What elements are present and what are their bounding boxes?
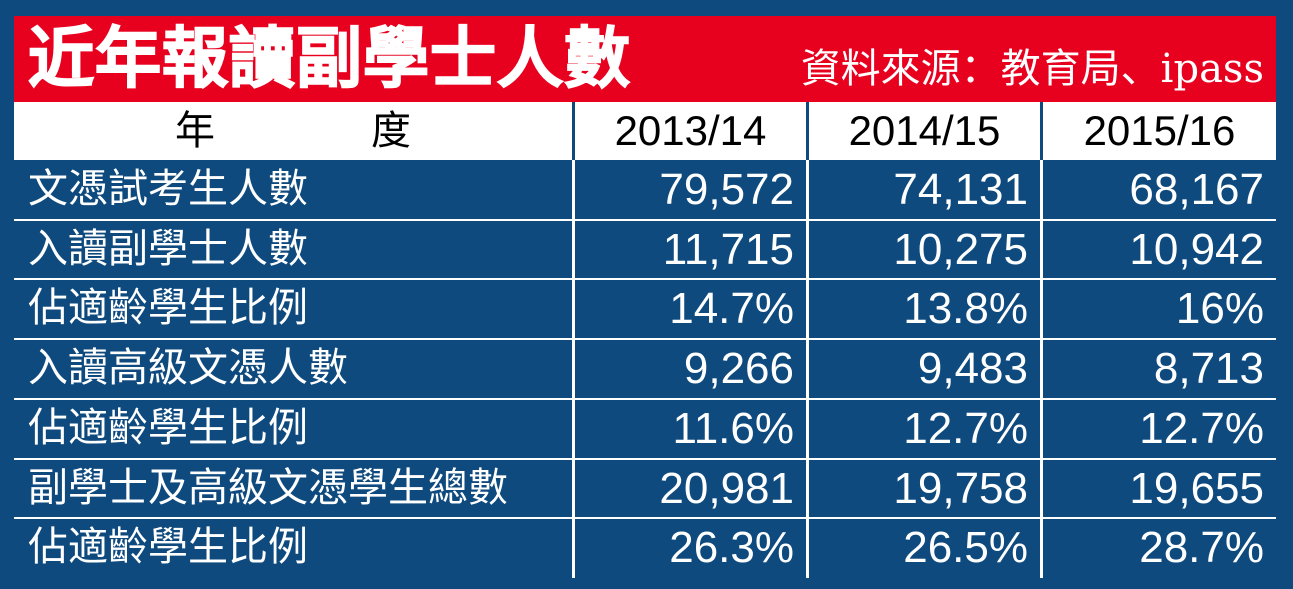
header-2013-14: 2013/14 xyxy=(614,107,767,154)
table-cell-value: 12.7% xyxy=(1139,403,1264,453)
table-row: 入讀副學士人數 11,715 10,275 10,942 xyxy=(14,220,1276,279)
table-cell-value: 16% xyxy=(1175,284,1264,334)
table-cell-value: 13.8% xyxy=(903,284,1028,334)
table-cell-value: 79,572 xyxy=(659,165,794,214)
table-frame: 近年報讀副學士人數 資料來源：教育局、ipass 年 度 2013/14 201… xyxy=(14,16,1276,578)
table-cell-value: 12.7% xyxy=(903,403,1028,453)
table-cell-value: 11,715 xyxy=(662,224,794,274)
table-cell-value: 19,655 xyxy=(1129,463,1264,513)
row-separator xyxy=(14,218,1276,221)
table-cell-value: 8,713 xyxy=(1153,344,1264,394)
header-2014-15: 2014/15 xyxy=(848,107,1001,154)
column-divider xyxy=(572,160,575,578)
table-cell-value: 20,981 xyxy=(659,463,794,513)
column-divider xyxy=(806,160,809,578)
table-cell-value: 11.6% xyxy=(672,403,795,453)
table-row: 入讀高級文憑人數 9,266 9,483 8,713 xyxy=(14,339,1276,398)
chart-title: 近年報讀副學士人數 xyxy=(27,19,631,98)
table-row: 副學士及高級文憑學生總數 20,981 19,758 19,655 xyxy=(14,459,1276,518)
table-cell-value: 74,131 xyxy=(893,165,1028,214)
table-cell-value: 26.3% xyxy=(669,523,794,573)
column-divider xyxy=(1040,160,1043,578)
row-label: 文憑試考生人數 xyxy=(28,166,308,212)
row-label: 佔適齡學生比例 xyxy=(28,404,308,451)
row-label: 佔適齡學生比例 xyxy=(28,524,308,571)
table-cell-value: 10,275 xyxy=(893,224,1028,274)
row-separator xyxy=(14,397,1276,400)
row-separator xyxy=(14,278,1276,281)
title-bar: 近年報讀副學士人數 資料來源：教育局、ipass xyxy=(14,16,1276,102)
row-label: 佔適齡學生比例 xyxy=(28,285,308,332)
table-cell-value: 10,942 xyxy=(1129,224,1264,274)
table-cell-value: 26.5% xyxy=(903,523,1028,573)
table-row: 佔適齡學生比例 11.6% 12.7% 12.7% xyxy=(14,399,1276,458)
source-note: 資料來源：教育局、ipass xyxy=(800,46,1264,92)
header-year-label: 年 度 xyxy=(175,108,469,154)
table-cell-value: 19,758 xyxy=(893,463,1028,513)
table-header-row: 年 度 2013/14 2014/15 2015/16 xyxy=(14,102,1276,160)
row-separator xyxy=(14,457,1276,460)
row-separator xyxy=(14,338,1276,341)
table-row: 文憑試考生人數 79,572 74,131 68,167 xyxy=(14,160,1276,219)
table-row: 佔適齡學生比例 26.3% 26.5% 28.7% xyxy=(14,518,1276,577)
table-cell-value: 28.7% xyxy=(1139,523,1264,573)
table-row: 佔適齡學生比例 14.7% 13.8% 16% xyxy=(14,279,1276,338)
table-cell-value: 9,483 xyxy=(917,344,1028,394)
table-cell-value: 14.7% xyxy=(669,284,794,334)
row-label: 入讀副學士人數 xyxy=(28,225,308,272)
table-cell-value: 68,167 xyxy=(1129,165,1264,214)
row-label: 入讀高級文憑人數 xyxy=(28,345,348,392)
row-separator xyxy=(14,517,1276,520)
header-2015-16: 2015/16 xyxy=(1083,107,1236,154)
row-label: 副學士及高級文憑學生總數 xyxy=(28,464,508,511)
table-cell-value: 9,266 xyxy=(683,344,794,394)
